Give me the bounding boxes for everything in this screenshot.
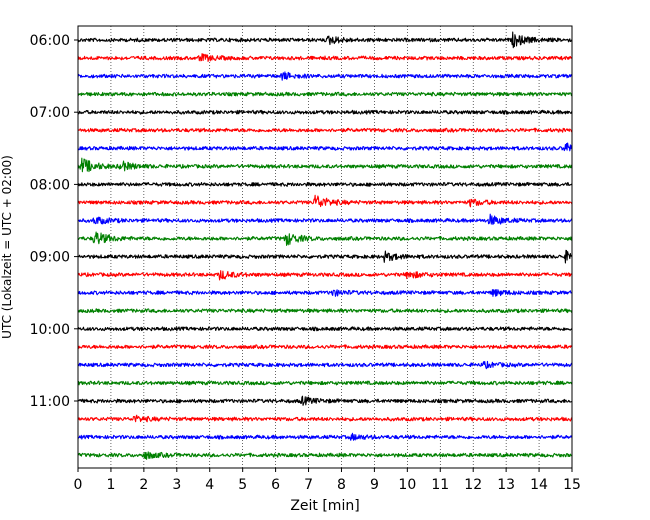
trace-0745 xyxy=(77,157,573,173)
x-tick-label-5: 5 xyxy=(238,477,247,493)
x-tick-label-3: 3 xyxy=(172,477,181,493)
x-tick-label-4: 4 xyxy=(205,477,214,493)
trace-0830 xyxy=(77,213,573,225)
trace-0600 xyxy=(77,31,573,49)
trace-1115 xyxy=(77,414,573,423)
y-tick-label-2: 08:00 xyxy=(30,177,70,193)
trace-0730 xyxy=(77,142,573,152)
x-tick-label-14: 14 xyxy=(530,477,548,493)
x-tick-label-13: 13 xyxy=(497,477,515,493)
trace-1130 xyxy=(77,432,573,441)
trace-0800 xyxy=(77,181,573,187)
x-tick-label-15: 15 xyxy=(563,477,581,493)
y-tick-label-4: 10:00 xyxy=(30,322,70,338)
x-tick-label-8: 8 xyxy=(337,477,346,493)
trace-0915 xyxy=(77,270,573,281)
trace-0945 xyxy=(77,308,573,314)
x-axis-title: Zeit [min] xyxy=(290,498,359,514)
x-tick-label-2: 2 xyxy=(139,477,148,493)
y-axis-title: UTC (Lokalzeit = UTC + 02:00) xyxy=(0,155,14,339)
x-tick-label-7: 7 xyxy=(304,477,313,493)
x-tick-label-12: 12 xyxy=(464,477,482,493)
x-tick-label-11: 11 xyxy=(431,477,449,493)
trace-layer xyxy=(77,31,573,460)
plot-frame xyxy=(77,25,573,469)
x-axis-ticks: 0 1 2 3 4 5 6 7 8 9 10 11 12 13 14 15 xyxy=(74,468,581,493)
trace-1145 xyxy=(77,451,573,460)
trace-1015 xyxy=(77,344,573,350)
x-tick-label-10: 10 xyxy=(398,477,416,493)
trace-1045 xyxy=(77,380,573,386)
trace-1100 xyxy=(77,395,573,406)
trace-1000 xyxy=(77,326,573,332)
trace-0700 xyxy=(77,109,573,115)
x-tick-label-0: 0 xyxy=(74,477,83,493)
y-tick-label-5: 11:00 xyxy=(30,394,70,410)
trace-1030 xyxy=(77,360,573,370)
x-tick-label-6: 6 xyxy=(271,477,280,493)
trace-0845 xyxy=(77,231,573,246)
y-tick-label-0: 06:00 xyxy=(30,33,70,49)
y-axis-ticks: 06:00 07:00 08:00 09:00 10:00 11:00 xyxy=(30,33,78,410)
y-tick-label-3: 09:00 xyxy=(30,250,70,266)
trace-0630 xyxy=(77,71,573,81)
x-tick-label-9: 9 xyxy=(370,477,379,493)
trace-0900 xyxy=(77,249,573,264)
trace-0815 xyxy=(77,194,573,208)
y-tick-label-1: 07:00 xyxy=(30,105,70,121)
trace-0715 xyxy=(77,127,573,133)
trace-0930 xyxy=(77,289,573,297)
trace-0615 xyxy=(77,53,573,62)
trace-0645 xyxy=(77,91,573,97)
x-tick-label-1: 1 xyxy=(106,477,115,493)
